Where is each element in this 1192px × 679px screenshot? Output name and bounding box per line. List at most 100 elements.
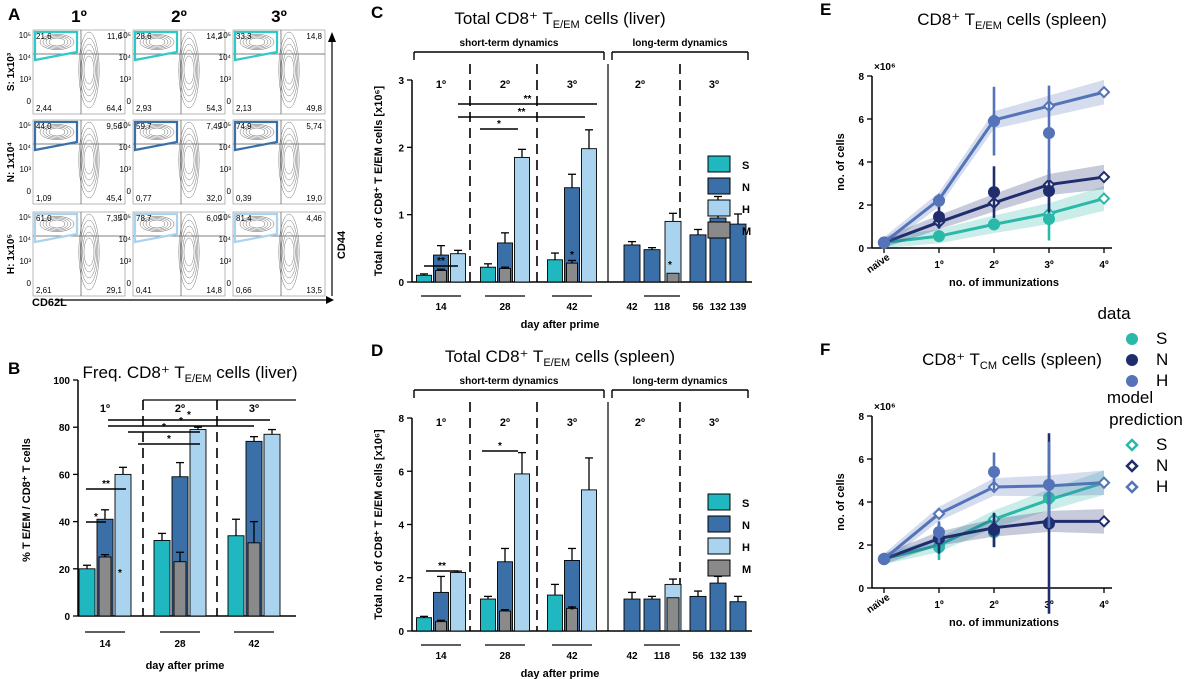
contour — [239, 34, 275, 50]
contour — [82, 49, 96, 91]
contour — [283, 55, 295, 85]
contour — [39, 216, 75, 232]
flow-ytick: 10³ — [219, 257, 231, 266]
b-sig-star: * — [187, 410, 191, 421]
chart-title-e: CD8⁺ TE/EM cells (spleen) — [917, 10, 1107, 32]
contour — [178, 121, 200, 199]
E-data-point-H — [878, 236, 890, 249]
D-long-label: long-term dynamics — [632, 376, 727, 387]
E-x-label: no. of immunizations — [949, 277, 1059, 289]
legend-model-title: prediction — [1109, 410, 1183, 429]
flow-ytick: 10³ — [119, 165, 131, 174]
legend-data-dot-H — [1126, 375, 1138, 387]
contour — [81, 133, 97, 187]
E-model-point-S — [1097, 192, 1111, 205]
D-day-label: 14 — [435, 651, 447, 662]
D-phase-label: 1º — [436, 417, 446, 429]
d-sig-star: * — [498, 441, 502, 452]
contour — [45, 218, 69, 230]
contour — [81, 225, 97, 279]
contour — [278, 121, 300, 199]
F-x-label: no. of immunizations — [949, 617, 1059, 629]
C-y-tick-label: 0 — [398, 278, 404, 289]
legend-data-label: H — [1156, 371, 1168, 390]
quad-ul: 28,6 — [136, 32, 152, 41]
flow-ytick: 10⁴ — [119, 235, 132, 244]
D-legend-swatch — [707, 515, 731, 533]
D-y-tick-label: 6 — [398, 467, 404, 478]
flow-y-axis-label: CD44 — [336, 230, 348, 259]
b-phase-label: 1º — [100, 403, 110, 415]
C-day-label: 42 — [566, 302, 578, 313]
quad-ll: 2,93 — [136, 104, 152, 113]
contour — [245, 218, 269, 230]
F-model-point-H — [932, 507, 946, 521]
b-x-label: day after prime — [146, 660, 225, 672]
legend-model-label: H — [1156, 477, 1168, 496]
flow-ytick: 10³ — [19, 257, 31, 266]
d-sig-star: ** — [438, 561, 446, 572]
F-y-tick-label: 6 — [858, 455, 864, 466]
flow-ytick: 10⁵ — [119, 31, 131, 40]
quad-ul: 61,0 — [36, 214, 52, 223]
flow-ytick: 10³ — [19, 165, 31, 174]
b-y-tick-label: 60 — [59, 470, 71, 481]
C-x-label: day after prime — [521, 319, 600, 331]
flow-ytick: 0 — [127, 279, 132, 288]
contour — [179, 127, 199, 193]
C-long-day: 56 — [692, 302, 704, 313]
D-legend-label: H — [742, 542, 750, 554]
flow-ytick: 10⁵ — [219, 31, 231, 40]
flow-ytick: 10⁴ — [19, 235, 32, 244]
flow-ytick: 10⁴ — [219, 235, 232, 244]
flow-ytick: 10⁴ — [119, 143, 132, 152]
bar-M — [98, 556, 112, 617]
bar-H — [114, 473, 132, 617]
contour — [282, 139, 296, 181]
quad-ur: 14,8 — [306, 32, 322, 41]
F-x-tick-label: 4º — [1099, 600, 1109, 611]
gate-polygon — [33, 212, 79, 244]
C-phase-label: 2º — [500, 79, 510, 91]
contour — [181, 43, 197, 97]
F-y-tick-label: 2 — [858, 541, 864, 552]
E-data-point-S — [988, 218, 1000, 231]
quad-ur: 7,35 — [106, 214, 122, 223]
flow-ytick: 10³ — [219, 165, 231, 174]
c-sig-star: * — [497, 119, 501, 130]
flow-row-label: S: 1x10³ — [6, 52, 17, 91]
flow-ytick: 10⁵ — [19, 213, 31, 222]
C-legend-swatch — [707, 177, 731, 195]
panel-b-freq-liver: B Freq. CD8⁺ TE/EM cells (liver) 0 20 40 60 80… — [8, 359, 298, 672]
D-legend-label: S — [742, 498, 749, 510]
contour — [279, 127, 299, 193]
D-y-tick-label: 4 — [398, 521, 404, 532]
C-legend-label: N — [742, 182, 750, 194]
bar-S — [416, 274, 432, 283]
E-data-point-H — [933, 194, 945, 207]
legend-model-label: N — [1156, 456, 1168, 475]
contour — [79, 37, 99, 103]
contour — [242, 217, 272, 231]
flow-col-label: 3º — [271, 7, 287, 26]
b-y-label: % T E/EM / CD8⁺ T cells — [21, 438, 33, 562]
b-sig-star: * — [162, 422, 166, 433]
E-x-tick-label: 3º — [1044, 260, 1054, 271]
flow-ytick: 0 — [127, 187, 132, 196]
quad-ul: 59,7 — [136, 122, 152, 131]
F-y-tick-label: 4 — [858, 498, 864, 509]
bar-S — [78, 568, 96, 617]
quad-ll: 1,09 — [36, 194, 52, 203]
D-phase-label: 2º — [635, 417, 645, 429]
flow-ytick: 10⁵ — [119, 213, 131, 222]
gate-polygon — [233, 30, 279, 62]
D-long-bar — [643, 598, 661, 632]
contour — [283, 237, 295, 267]
contour — [139, 216, 175, 232]
gate-polygon — [33, 120, 79, 152]
bar-S — [227, 535, 245, 617]
contour — [142, 217, 172, 231]
b-phase-label: 3º — [249, 403, 259, 415]
contour — [282, 49, 296, 91]
